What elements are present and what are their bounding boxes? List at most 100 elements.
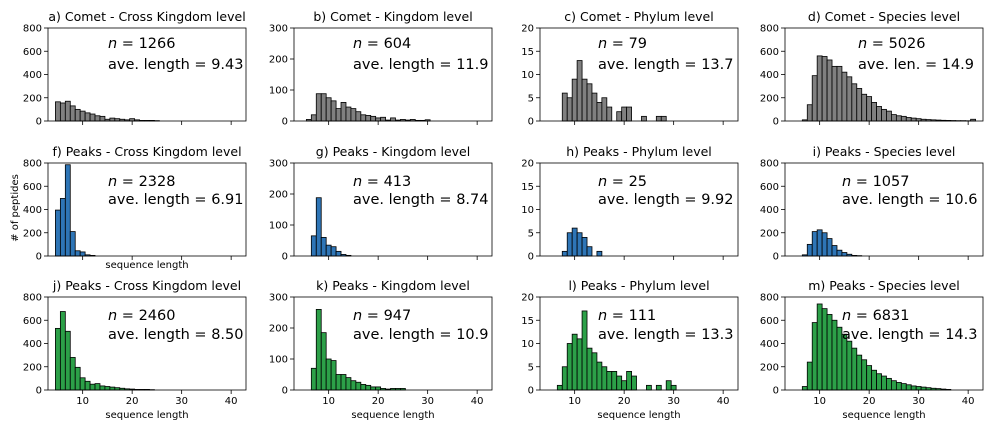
subplot-title: b) Comet - Kingdom level (313, 9, 472, 24)
bar (655, 384, 662, 391)
bar (561, 366, 568, 391)
y-tick-label: 10 (521, 205, 534, 216)
bar (576, 232, 583, 257)
bar (561, 250, 568, 257)
bar (335, 250, 342, 257)
subplot-0: a) Comet - Cross Kingdom level 0 200 400 600… (23, 9, 247, 128)
y-tick-label: 800 (760, 159, 779, 170)
bar (581, 236, 588, 257)
subplot-8: j) Peaks - Cross Kingdom level 0 200 400 600… (23, 278, 247, 421)
bar (576, 338, 583, 391)
bar (591, 352, 598, 391)
y-tick-label: 200 (23, 93, 42, 104)
length-annotation: ave. length = 10.6 (842, 192, 977, 208)
bar (581, 310, 588, 391)
bar (581, 78, 588, 122)
bar (621, 380, 628, 391)
bar (846, 76, 853, 122)
bar (320, 236, 327, 257)
n-annotation: n = 6831 (842, 308, 909, 324)
bar (370, 386, 377, 391)
y-tick-label: 200 (23, 228, 42, 239)
bar (816, 229, 823, 257)
bar (64, 164, 71, 257)
bar (330, 246, 337, 257)
subplot-title: l) Peaks - Phylum level (568, 278, 709, 293)
n-annotation: n = 1057 (842, 174, 909, 190)
bar (821, 232, 828, 257)
bar (881, 108, 887, 122)
bar (566, 97, 573, 122)
subplot-title: f) Peaks - Cross Kingdom level (52, 144, 241, 159)
length-annotation: ave. length = 9.43 (108, 57, 243, 73)
bar (915, 386, 922, 391)
y-tick-label: 200 (269, 324, 288, 335)
bar (601, 97, 608, 122)
bar (905, 117, 912, 122)
bar (55, 327, 61, 391)
bar (365, 384, 372, 391)
y-tick-label: 800 (23, 293, 42, 304)
bar (586, 347, 593, 391)
bar (876, 106, 882, 122)
x-tick-label: 10 (568, 396, 581, 407)
bar (816, 303, 823, 391)
bar (350, 108, 357, 122)
length-annotation: ave. length = 11.9 (353, 57, 488, 73)
bar (59, 198, 66, 257)
y-tick-label: 100 (269, 355, 288, 366)
bar (826, 59, 833, 122)
bar (591, 92, 598, 122)
y-tick-label: 600 (760, 316, 779, 327)
length-annotation: ave. length = 9.92 (598, 192, 733, 208)
bar (375, 117, 382, 122)
bar (821, 308, 828, 391)
y-tick-label: 600 (23, 182, 42, 193)
x-tick-label: 40 (225, 396, 238, 407)
bar (831, 319, 838, 391)
bar (310, 114, 317, 122)
n-annotation: n = 25 (598, 174, 647, 190)
n-annotation: n = 947 (353, 308, 411, 324)
bar (886, 377, 892, 391)
y-tick-label: 20 (521, 24, 534, 35)
bar (345, 377, 352, 391)
subplot-9: k) Peaks - Kingdom level 0 100 200 300 10 20 30… (269, 278, 493, 421)
bar (626, 370, 632, 391)
length-annotation: ave. length = 8.74 (353, 192, 488, 208)
y-tick-label: 200 (269, 190, 288, 201)
x-axis-label: sequence length (842, 410, 925, 421)
bar (905, 384, 912, 391)
bar (94, 383, 101, 391)
bar (74, 250, 81, 257)
bar (826, 314, 833, 391)
bar (571, 78, 578, 122)
subplot-11: m) Peaks - Species level 0 200 400 600 800 10 2… (760, 278, 984, 421)
bar (566, 343, 573, 391)
subplot-title: a) Comet - Cross Kingdom level (48, 9, 245, 24)
y-tick-label: 200 (760, 362, 779, 373)
bar (646, 384, 652, 391)
bar (561, 92, 568, 122)
y-tick-label: 10 (521, 70, 534, 81)
x-axis-label: sequence length (105, 260, 188, 271)
bar (99, 115, 106, 122)
y-tick-label: 0 (36, 117, 42, 128)
bar (586, 83, 593, 122)
bar (606, 106, 613, 122)
bar (631, 375, 637, 391)
bar (390, 117, 396, 122)
x-tick-label: 40 (717, 396, 730, 407)
bar (375, 386, 382, 391)
bar (345, 106, 352, 122)
bar (831, 65, 838, 122)
bar (79, 377, 86, 391)
bar (655, 115, 662, 122)
y-tick-label: 5 (528, 93, 534, 104)
bar (310, 367, 317, 391)
subplot-title: d) Comet - Species level (808, 9, 960, 24)
bar (109, 117, 116, 122)
bar (866, 96, 873, 122)
bar (871, 369, 877, 391)
